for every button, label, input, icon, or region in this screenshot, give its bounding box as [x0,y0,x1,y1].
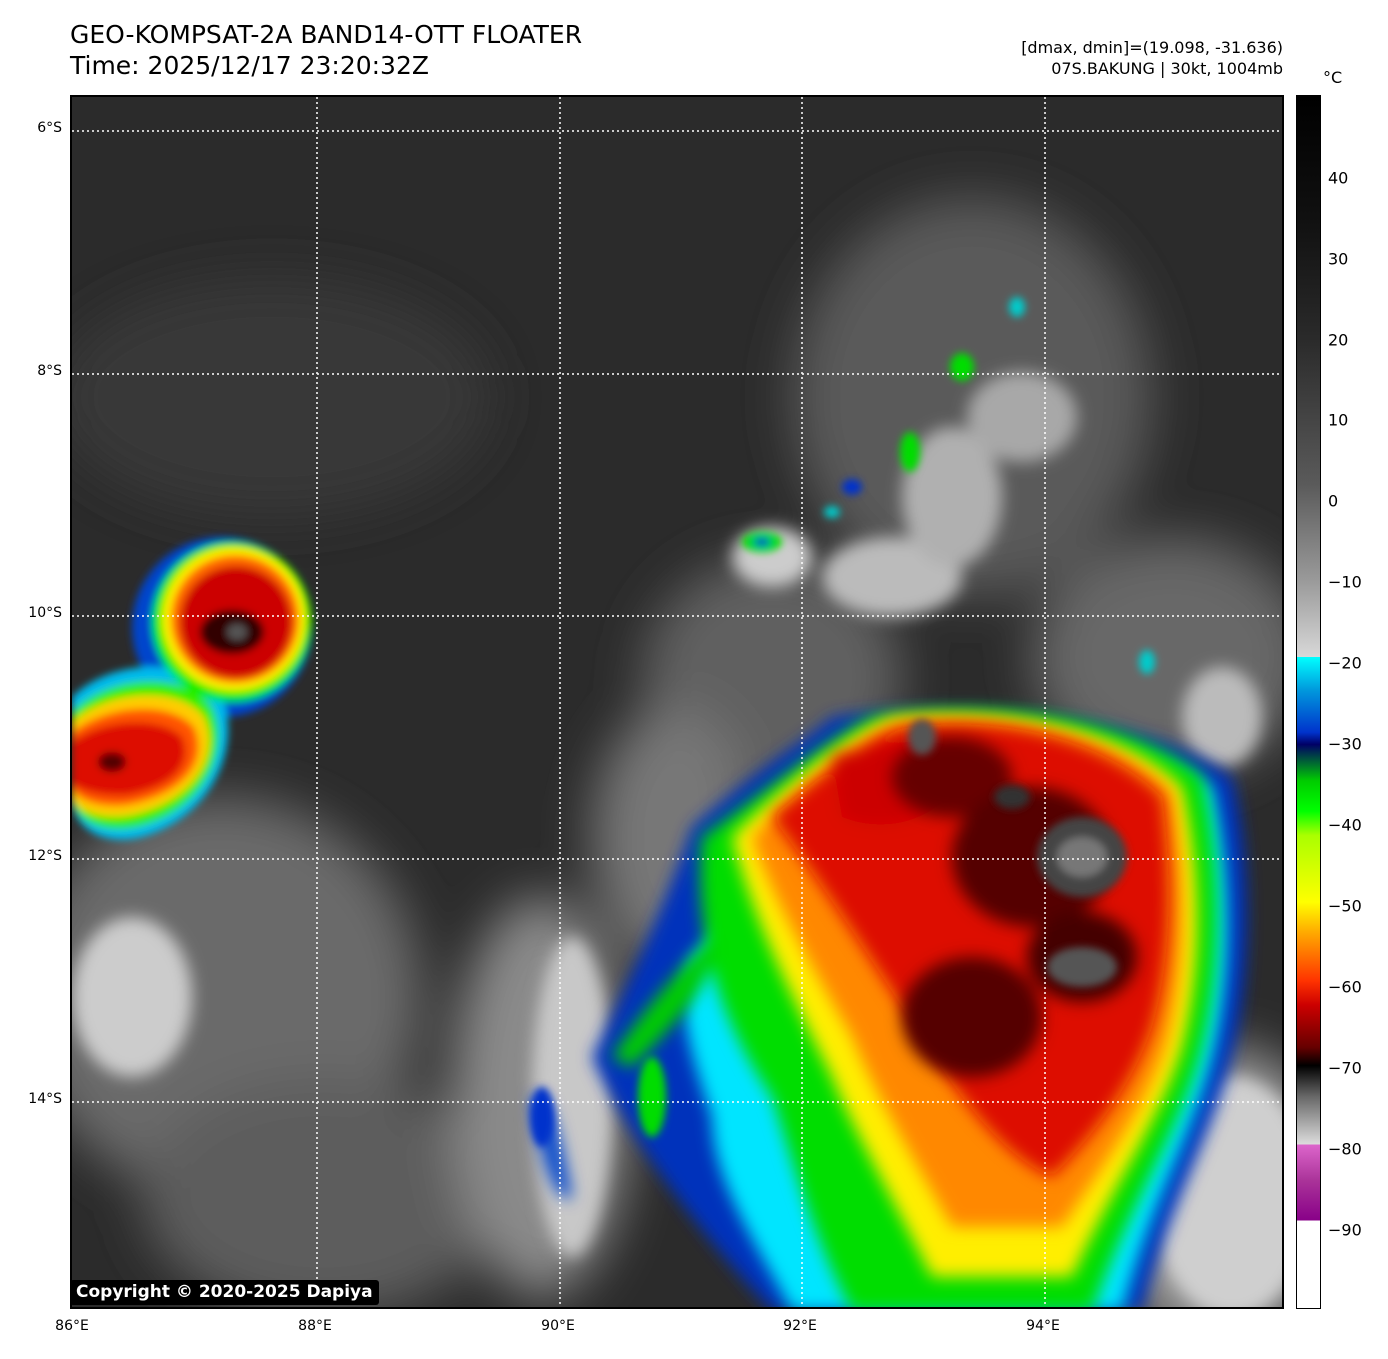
colorbar-tick-minus90: −90 [1328,1220,1362,1240]
colorbar-tick-10: 10 [1328,410,1349,430]
lat-label-10s: 10°S [28,605,62,621]
storm-info-label: 07S.BAKUNG | 30kt, 1004mb [1051,59,1283,78]
colorbar-tick-40: 40 [1328,168,1349,188]
lon-label-90e: 90°E [541,1318,575,1334]
western-storm-cell [72,537,312,840]
chart-title: GEO-KOMPSAT-2A BAND14-OTT FLOATER [70,20,583,49]
lon-label-94e: 94°E [1026,1318,1060,1334]
colorbar-tick-0: 0 [1328,491,1339,511]
colorbar-tick-minus10: −10 [1328,572,1362,592]
colorbar-tick-minus30: −30 [1328,734,1362,754]
time-label: Time: 2025/12/17 23:20:32Z [70,51,429,80]
scattered-cloud-streaks [72,372,1282,1307]
colorbar-tick-minus60: −60 [1328,977,1362,997]
temperature-colorbar [1296,95,1321,1309]
satellite-map [70,95,1284,1309]
lon-label-88e: 88°E [298,1318,332,1334]
satellite-imagery [72,97,1282,1307]
lat-label-8s: 8°S [37,363,62,379]
lat-lon-grid [72,97,1282,1307]
lat-label-12s: 12°S [28,848,62,864]
colorbar-unit: °C [1323,68,1343,87]
colorbar-tick-minus80: −80 [1328,1139,1362,1159]
lat-label-14s: 14°S [28,1091,62,1107]
colorbar-tick-minus40: −40 [1328,815,1362,835]
lat-label-6s: 6°S [37,120,62,136]
colorbar-tick-minus70: −70 [1328,1058,1362,1078]
coldest-cloud-tops [908,719,1127,987]
colorbar-tick-minus50: −50 [1328,896,1362,916]
lon-label-92e: 92°E [783,1318,817,1334]
lon-label-86e: 86°E [55,1318,89,1334]
colorbar-tick-minus20: −20 [1328,653,1362,673]
scattered-convective-cells [530,297,1155,1147]
colorbar-tick-30: 30 [1328,249,1349,269]
colorbar-tick-20: 20 [1328,330,1349,350]
data-range-label: [dmax, dmin]=(19.098, -31.636) [1021,38,1283,57]
copyright-label: Copyright © 2020-2025 Dapiya [70,1280,379,1305]
